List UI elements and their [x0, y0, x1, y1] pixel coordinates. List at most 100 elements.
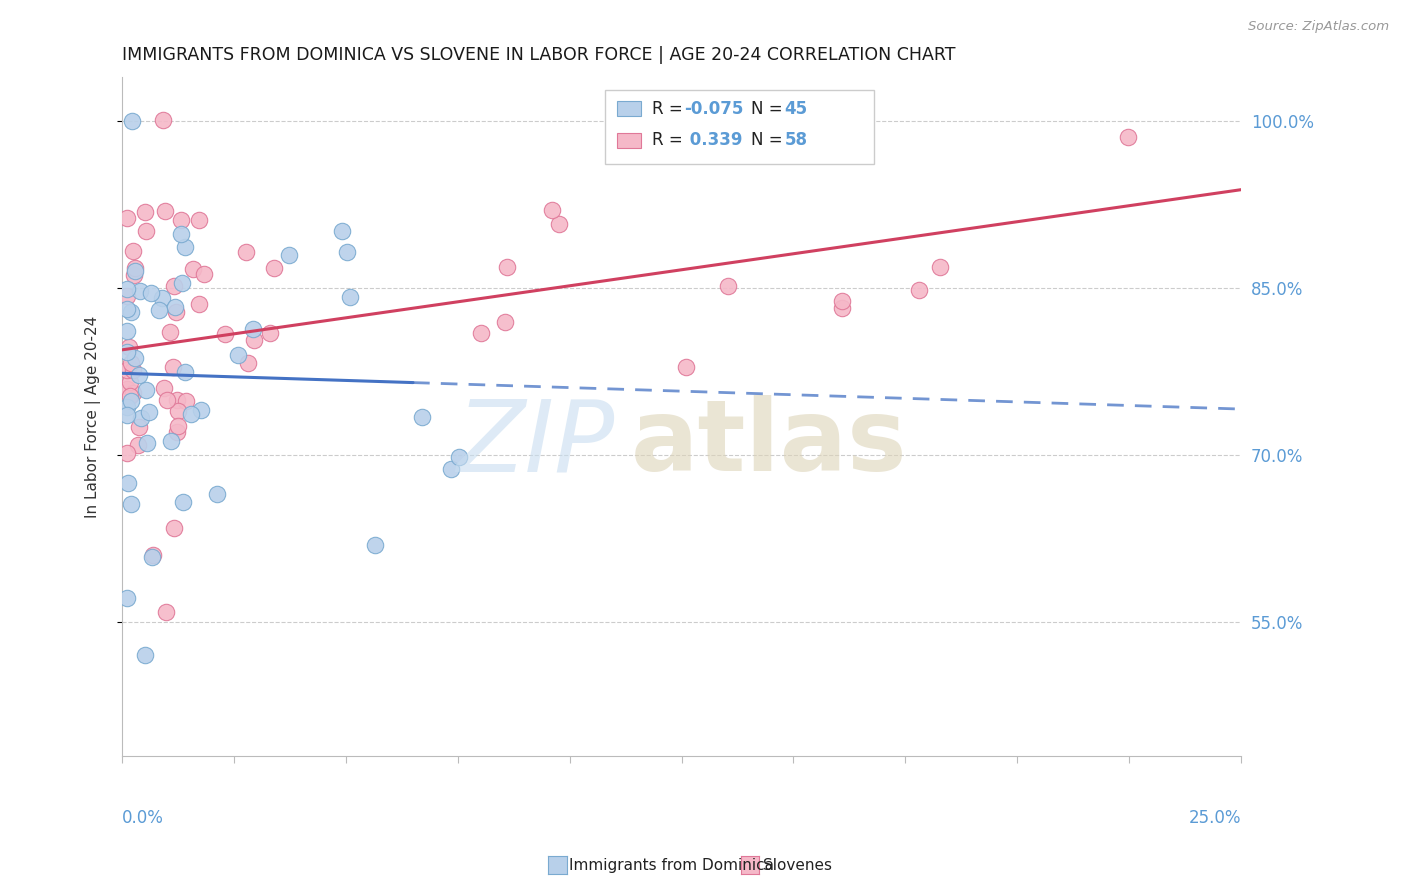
Text: ZIP: ZIP	[456, 395, 614, 492]
Point	[115, 409, 138, 423]
Point	[166, 425, 188, 439]
Point	[214, 327, 236, 342]
Point	[449, 450, 471, 464]
Point	[120, 394, 142, 409]
Text: R =: R =	[652, 131, 689, 149]
Point	[364, 538, 387, 552]
Text: N =: N =	[751, 131, 787, 149]
Text: -0.075: -0.075	[683, 100, 744, 118]
Point	[278, 248, 301, 262]
Y-axis label: In Labor Force | Age 20-24: In Labor Force | Age 20-24	[86, 315, 101, 517]
Point	[156, 392, 179, 407]
Point	[908, 283, 931, 297]
Point	[172, 276, 194, 290]
Point	[115, 446, 138, 460]
Point	[170, 227, 193, 241]
Point	[205, 487, 228, 501]
Point	[120, 356, 142, 370]
Point	[494, 315, 516, 329]
Point	[496, 260, 519, 275]
Point	[115, 302, 138, 317]
Point	[135, 224, 157, 238]
Point	[541, 203, 564, 218]
Point	[336, 244, 359, 259]
Point	[142, 548, 165, 562]
Point	[831, 301, 853, 315]
Text: R =: R =	[652, 100, 689, 118]
Point	[153, 203, 176, 218]
Point	[115, 345, 138, 359]
Bar	[617, 133, 641, 147]
Point	[118, 340, 141, 354]
Point	[115, 211, 138, 225]
Point	[187, 212, 209, 227]
Point	[155, 605, 177, 619]
Point	[187, 297, 209, 311]
Point	[115, 282, 138, 296]
Point	[141, 549, 163, 564]
Point	[166, 393, 188, 408]
Point	[167, 419, 190, 434]
Point	[929, 260, 952, 274]
Text: 0.0%: 0.0%	[122, 809, 165, 827]
Text: IMMIGRANTS FROM DOMINICA VS SLOVENE IN LABOR FORCE | AGE 20-24 CORRELATION CHART: IMMIGRANTS FROM DOMINICA VS SLOVENE IN L…	[122, 46, 956, 64]
Point	[115, 382, 138, 396]
Text: Source: ZipAtlas.com: Source: ZipAtlas.com	[1249, 20, 1389, 33]
Point	[242, 321, 264, 335]
Point	[170, 213, 193, 227]
Point	[120, 305, 142, 319]
Point	[115, 324, 138, 338]
Point	[180, 407, 202, 421]
Point	[121, 386, 143, 401]
Point	[122, 363, 145, 377]
Point	[243, 333, 266, 347]
Point	[120, 389, 142, 403]
Text: Slovenes: Slovenes	[763, 858, 832, 872]
Text: 45: 45	[785, 100, 807, 118]
Point	[235, 245, 257, 260]
Point	[138, 405, 160, 419]
Point	[135, 436, 157, 450]
Point	[181, 261, 204, 276]
Point	[263, 261, 285, 276]
Text: 0.339: 0.339	[683, 131, 742, 149]
Point	[128, 368, 150, 382]
Point	[173, 365, 195, 379]
Point	[717, 279, 740, 293]
Point	[174, 394, 197, 409]
Point	[115, 362, 138, 376]
Point	[120, 497, 142, 511]
Point	[124, 351, 146, 366]
Point	[115, 591, 138, 605]
Point	[166, 305, 188, 319]
Point	[148, 303, 170, 318]
Point	[115, 289, 138, 303]
Bar	[617, 102, 641, 116]
Point	[124, 261, 146, 276]
Point	[135, 383, 157, 397]
Point	[174, 240, 197, 254]
Point	[707, 103, 730, 118]
Point	[330, 224, 353, 238]
Point	[172, 494, 194, 508]
Point	[139, 286, 162, 301]
Point	[134, 648, 156, 662]
Point	[129, 285, 152, 299]
Point	[121, 114, 143, 128]
Point	[121, 244, 143, 258]
Point	[339, 290, 361, 304]
Point	[163, 300, 186, 314]
Point	[167, 403, 190, 417]
Point	[122, 268, 145, 283]
Point	[127, 438, 149, 452]
Point	[159, 325, 181, 339]
Point	[162, 359, 184, 374]
Point	[226, 348, 249, 362]
Point	[163, 521, 186, 535]
Point	[160, 434, 183, 448]
Point	[470, 326, 492, 341]
Point	[128, 420, 150, 434]
Point	[411, 409, 433, 424]
Point	[134, 205, 156, 219]
Point	[124, 264, 146, 278]
